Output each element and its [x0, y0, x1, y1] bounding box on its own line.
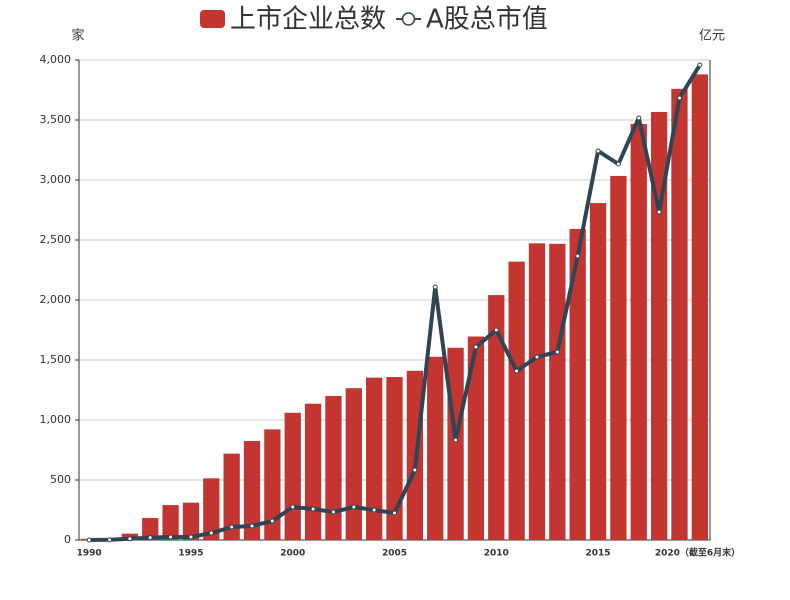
line-point: [229, 524, 235, 530]
bar: [325, 396, 342, 540]
y-tick-label: 500: [50, 473, 71, 486]
bar: [691, 74, 708, 541]
line-point: [575, 253, 581, 259]
line-point: [453, 437, 459, 443]
line-point: [127, 536, 133, 542]
line-point: [493, 327, 499, 333]
line-point: [208, 530, 214, 536]
line-point: [290, 504, 296, 510]
line-point: [697, 62, 703, 68]
y-tick-label: 3,000: [40, 173, 72, 186]
line-point: [412, 467, 418, 473]
bar: [142, 518, 159, 540]
y-tick-label: 0: [64, 533, 71, 546]
y-tick-label: 3,500: [40, 113, 72, 126]
legend-swatch: [200, 10, 225, 28]
line-point: [371, 507, 377, 513]
bar: [366, 377, 383, 540]
bar: [650, 111, 668, 541]
x-tick-label: 2015: [586, 549, 611, 559]
line-point: [656, 209, 662, 215]
legend-swatch: [401, 12, 416, 26]
x-tick-label: 2020（截至6月末）: [655, 547, 740, 559]
bar: [549, 243, 566, 540]
line-point: [188, 534, 194, 540]
x-tick-label: 2010: [484, 549, 509, 559]
bar: [569, 228, 586, 540]
legend-label: A股总市值: [426, 5, 548, 35]
bar: [162, 505, 179, 540]
x-tick-label: 1995: [178, 549, 203, 559]
bar: [345, 388, 362, 540]
line-point: [534, 354, 540, 360]
line-point: [107, 537, 113, 543]
bar: [671, 88, 688, 541]
line-point: [636, 115, 642, 121]
bar: [264, 429, 281, 540]
bar: [243, 441, 261, 540]
line-point: [310, 506, 316, 512]
bar: [203, 478, 220, 540]
bar: [304, 403, 322, 540]
bar: [284, 412, 301, 540]
bar: [508, 261, 525, 540]
bar: [589, 203, 607, 541]
y2-axis-name: 亿元: [699, 29, 725, 44]
line-point: [249, 523, 255, 529]
bar: [427, 356, 444, 540]
y-tick-label: 2,000: [40, 293, 72, 306]
line-point: [473, 344, 479, 350]
line-point: [168, 534, 174, 540]
line-point: [554, 349, 560, 355]
line-point: [330, 509, 336, 515]
bar: [182, 502, 200, 540]
bar: [223, 453, 240, 540]
x-tick-label: 1990: [77, 549, 102, 559]
y-tick-label: 1,500: [40, 353, 72, 366]
bar: [488, 295, 505, 540]
y-tick-label: 2,500: [40, 233, 72, 246]
line-point: [86, 537, 92, 543]
line-point: [676, 95, 682, 101]
x-tick-label: 2000: [280, 549, 305, 559]
line-point: [615, 161, 621, 167]
y-axis-name: 家: [71, 28, 84, 44]
line-point: [392, 510, 397, 516]
bar: [447, 347, 464, 540]
bar: [630, 123, 647, 541]
line-point: [432, 284, 438, 290]
y-tick-label: 4,000: [40, 53, 72, 66]
line-point: [147, 535, 153, 541]
bar: [386, 377, 403, 540]
line-point: [351, 504, 357, 510]
y-tick-label: 1,000: [40, 413, 72, 426]
bar: [610, 175, 627, 541]
x-tick-label: 2005: [382, 549, 407, 559]
line-point: [514, 368, 520, 374]
bar: [467, 336, 485, 540]
legend-label: 上市企业总数: [230, 5, 386, 35]
bar: [528, 243, 546, 541]
line-point: [595, 148, 601, 154]
line-point: [269, 518, 275, 524]
